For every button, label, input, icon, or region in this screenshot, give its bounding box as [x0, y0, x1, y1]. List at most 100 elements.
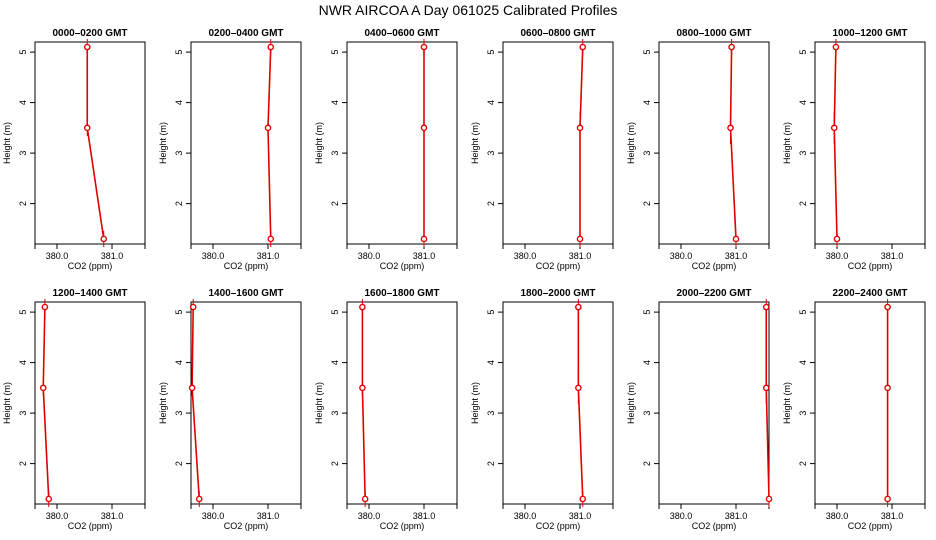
y-axis-label: Height (m) — [2, 382, 12, 424]
y-tick-label: 4 — [330, 360, 340, 365]
data-point — [576, 235, 584, 243]
plot-frame — [34, 301, 146, 505]
figure-title: NWR AIRCOA A Day 061025 Calibrated Profi… — [319, 2, 618, 18]
y-tick-label: 5 — [642, 310, 652, 315]
panel-title: 0400–0600 GMT — [364, 28, 439, 39]
plot-frame — [190, 301, 302, 505]
profile-line — [191, 307, 201, 500]
profile-panel: 1200–1400 GMT 380.0 381.0 2 3 4 5 CO2 (ppm) Heig… — [2, 288, 146, 531]
data-point — [100, 235, 108, 243]
data-point — [267, 235, 275, 243]
data-point — [884, 384, 891, 392]
y-tick-label: 5 — [798, 50, 808, 55]
y-tick-label: 5 — [642, 50, 652, 55]
y-tick-label: 2 — [18, 201, 28, 206]
profile-panel: 1800–2000 GMT 380.0 381.0 2 3 4 5 CO2 (ppm) Heig… — [470, 288, 614, 531]
y-tick-label: 3 — [642, 151, 652, 156]
x-axis-label: CO2 (ppm) — [848, 261, 893, 271]
y-tick-label: 4 — [486, 360, 496, 365]
y-tick-label: 5 — [486, 310, 496, 315]
plot-frame — [814, 41, 926, 245]
profile-line — [86, 47, 105, 240]
y-tick-label: 2 — [174, 461, 184, 466]
panel-title: 0800–1000 GMT — [676, 28, 751, 39]
data-point — [45, 495, 53, 503]
x-axis-label: CO2 (ppm) — [68, 261, 113, 271]
plot-frame — [658, 41, 770, 245]
profile-line — [361, 307, 366, 499]
x-axis-label: CO2 (ppm) — [380, 261, 425, 271]
panel-title: 0600–0800 GMT — [520, 28, 595, 39]
y-tick-label: 3 — [330, 411, 340, 416]
y-tick-label: 4 — [18, 360, 28, 365]
x-tick-label: 381.0 — [101, 511, 124, 521]
y-axis-label: Height (m) — [314, 382, 324, 424]
x-tick-label: 380.0 — [514, 251, 537, 261]
data-point — [264, 124, 272, 132]
data-point — [832, 43, 840, 51]
y-tick-label: 5 — [486, 50, 496, 55]
x-axis-label: CO2 (ppm) — [224, 261, 269, 271]
plot-frame — [658, 301, 770, 505]
panel-title: 1600–1800 GMT — [364, 288, 439, 299]
profile-panel: 2200–2400 GMT 380.0 381.0 2 3 4 5 CO2 (ppm) Heig… — [782, 288, 926, 531]
data-point — [884, 303, 891, 311]
data-point — [575, 384, 582, 392]
x-tick-label: 381.0 — [257, 251, 280, 261]
x-axis-label: CO2 (ppm) — [68, 521, 113, 531]
y-tick-label: 5 — [18, 310, 28, 315]
plot-frame — [346, 301, 458, 505]
y-tick-label: 4 — [174, 360, 184, 365]
x-tick-label: 381.0 — [725, 251, 748, 261]
data-point — [188, 384, 196, 392]
data-point — [579, 495, 587, 503]
y-tick-label: 5 — [330, 50, 340, 55]
x-tick-label: 381.0 — [881, 251, 904, 261]
x-tick-label: 381.0 — [101, 251, 124, 261]
x-axis-label: CO2 (ppm) — [848, 521, 893, 531]
data-point — [576, 124, 584, 132]
y-axis-label: Height (m) — [782, 122, 792, 164]
profile-panel: 1000–1200 GMT 380.0 381.0 2 3 4 5 CO2 (ppm) Heig… — [782, 28, 926, 271]
data-point — [39, 384, 47, 392]
data-point — [361, 495, 369, 503]
profile-panel: 0400–0600 GMT 380.0 381.0 2 3 4 5 CO2 (ppm) Heig… — [314, 28, 458, 271]
x-tick-label: 380.0 — [670, 251, 693, 261]
x-tick-label: 380.0 — [358, 251, 381, 261]
data-point — [195, 495, 203, 503]
data-point — [833, 235, 841, 243]
panel-title: 0200–0400 GMT — [208, 28, 283, 39]
y-tick-label: 3 — [18, 151, 28, 156]
x-axis-label: CO2 (ppm) — [692, 261, 737, 271]
x-axis-label: CO2 (ppm) — [380, 521, 425, 531]
y-tick-label: 5 — [798, 310, 808, 315]
x-tick-label: 380.0 — [358, 511, 381, 521]
y-tick-label: 5 — [330, 310, 340, 315]
y-tick-label: 3 — [330, 151, 340, 156]
data-point — [420, 43, 428, 51]
x-axis-label: CO2 (ppm) — [692, 521, 737, 531]
y-axis-label: Height (m) — [314, 122, 324, 164]
x-tick-label: 381.0 — [569, 511, 592, 521]
data-point — [267, 43, 275, 51]
y-tick-label: 2 — [798, 461, 808, 466]
profile-panel: 0600–0800 GMT 380.0 381.0 2 3 4 5 CO2 (ppm) Heig… — [470, 28, 614, 271]
y-tick-label: 2 — [330, 201, 340, 206]
y-tick-label: 2 — [486, 201, 496, 206]
data-point — [884, 495, 891, 503]
data-point — [83, 43, 91, 51]
y-tick-label: 4 — [798, 360, 808, 365]
x-tick-label: 380.0 — [202, 251, 225, 261]
y-axis-label: Height (m) — [158, 122, 168, 164]
data-point — [359, 303, 366, 311]
x-tick-label: 380.0 — [202, 511, 225, 521]
data-point — [420, 235, 428, 243]
y-tick-label: 2 — [642, 201, 652, 206]
data-point — [579, 43, 587, 51]
panel-grid: 0000–0200 GMT 380.0 381.0 2 3 4 5 CO2 (ppm) Heig… — [2, 28, 926, 531]
y-tick-label: 4 — [798, 100, 808, 105]
y-tick-label: 3 — [18, 411, 28, 416]
y-tick-label: 3 — [798, 411, 808, 416]
panel-title: 0000–0200 GMT — [52, 28, 127, 39]
